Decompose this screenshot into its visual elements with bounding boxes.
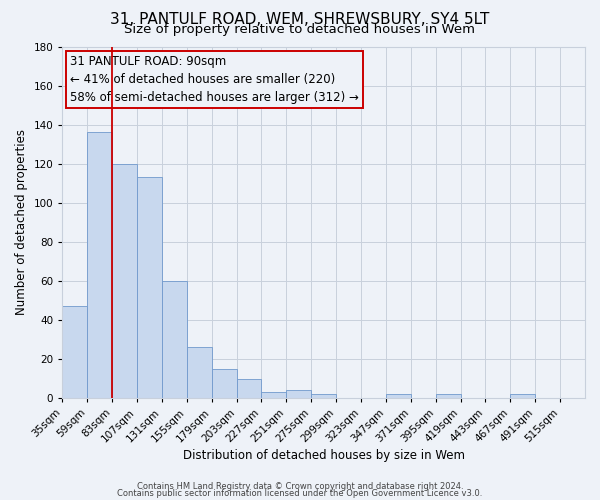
Text: 31 PANTULF ROAD: 90sqm
← 41% of detached houses are smaller (220)
58% of semi-de: 31 PANTULF ROAD: 90sqm ← 41% of detached… bbox=[70, 56, 359, 104]
Bar bbox=[386, 394, 411, 398]
Bar bbox=[236, 378, 262, 398]
Bar bbox=[87, 132, 112, 398]
X-axis label: Distribution of detached houses by size in Wem: Distribution of detached houses by size … bbox=[182, 450, 464, 462]
Bar bbox=[162, 281, 187, 398]
Text: 31, PANTULF ROAD, WEM, SHREWSBURY, SY4 5LT: 31, PANTULF ROAD, WEM, SHREWSBURY, SY4 5… bbox=[110, 12, 490, 28]
Bar bbox=[187, 348, 212, 398]
Bar bbox=[511, 394, 535, 398]
Bar bbox=[436, 394, 461, 398]
Text: Contains HM Land Registry data © Crown copyright and database right 2024.: Contains HM Land Registry data © Crown c… bbox=[137, 482, 463, 491]
Text: Contains public sector information licensed under the Open Government Licence v3: Contains public sector information licen… bbox=[118, 490, 482, 498]
Y-axis label: Number of detached properties: Number of detached properties bbox=[15, 130, 28, 316]
Bar bbox=[112, 164, 137, 398]
Bar bbox=[62, 306, 87, 398]
Text: Size of property relative to detached houses in Wem: Size of property relative to detached ho… bbox=[125, 22, 476, 36]
Bar bbox=[262, 392, 286, 398]
Bar bbox=[286, 390, 311, 398]
Bar bbox=[137, 178, 162, 398]
Bar bbox=[311, 394, 336, 398]
Bar bbox=[212, 369, 236, 398]
